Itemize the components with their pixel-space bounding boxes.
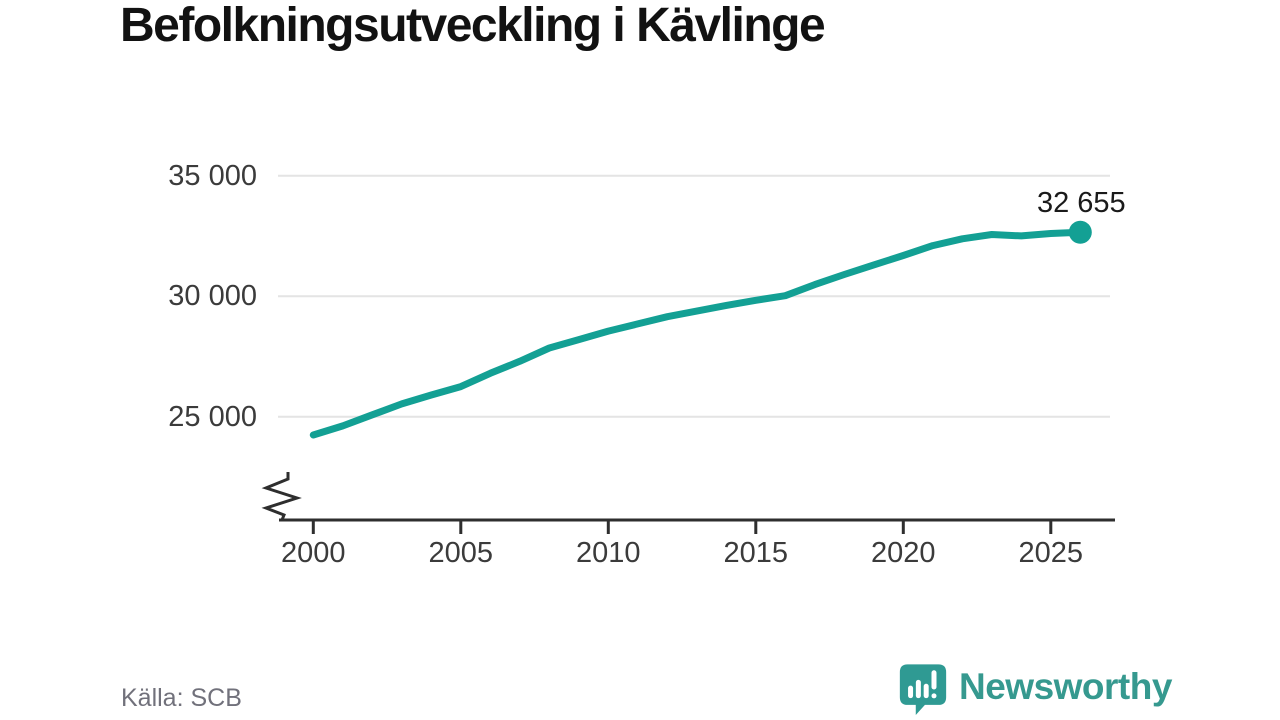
end-point-dot	[1068, 220, 1092, 244]
x-axis-label: 2000	[281, 537, 346, 569]
x-axis-label: 2025	[1018, 537, 1084, 569]
y-axis-label: 35 000	[168, 159, 257, 192]
population-line	[309, 228, 1084, 439]
x-axis-label: 2015	[723, 537, 789, 569]
x-axis-label: 2005	[428, 537, 494, 569]
source-label: Källa: SCB	[121, 684, 242, 712]
y-axis-label: 30 000	[168, 280, 257, 313]
x-axis-label: 2020	[871, 537, 936, 569]
newsworthy-speech-bubble-chart-icon	[899, 664, 947, 716]
chart-title: Befolkningsutveckling i Kävlinge	[120, 0, 826, 52]
x-axis-label: 2010	[576, 537, 641, 569]
y-axis-label: 25 000	[168, 400, 257, 433]
axis-break-zigzag-icon	[261, 472, 302, 521]
end-value-label: 32 655	[1036, 187, 1126, 220]
newsworthy-wordmark: Newsworthy	[959, 665, 1172, 707]
newsworthy-logo: Newsworthy	[896, 661, 1172, 718]
